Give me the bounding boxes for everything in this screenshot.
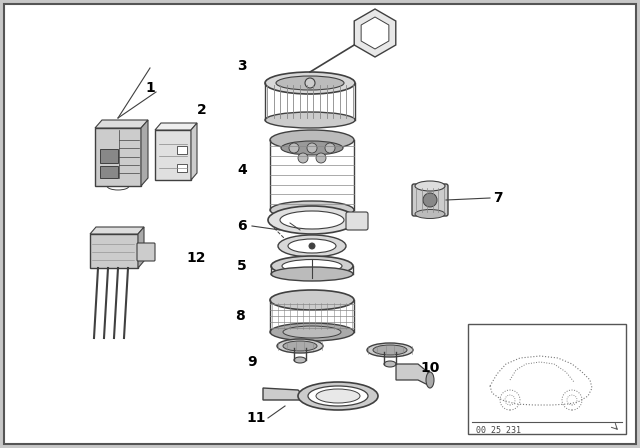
Ellipse shape [270,130,354,150]
Ellipse shape [271,256,353,276]
Ellipse shape [281,141,343,155]
Bar [468,324,626,434]
Text: 9: 9 [247,355,257,369]
Bar [177,164,187,172]
Ellipse shape [308,386,368,406]
Polygon shape [90,227,144,234]
Bar [100,149,118,163]
Ellipse shape [265,72,355,94]
Ellipse shape [426,372,434,388]
Ellipse shape [270,323,354,341]
Ellipse shape [270,201,354,219]
Ellipse shape [278,235,346,257]
FancyBboxPatch shape [412,184,448,216]
Ellipse shape [282,259,342,272]
Text: 8: 8 [235,309,245,323]
Ellipse shape [268,206,356,234]
Ellipse shape [288,239,336,253]
Ellipse shape [415,210,445,219]
Text: 11: 11 [246,411,266,425]
Circle shape [316,153,326,163]
Circle shape [307,143,317,153]
Polygon shape [138,227,144,268]
Text: 10: 10 [420,361,440,375]
Polygon shape [95,120,148,128]
Polygon shape [396,364,430,386]
Text: 12: 12 [186,251,205,265]
Text: 1: 1 [145,81,155,95]
Circle shape [309,243,315,249]
Circle shape [325,143,335,153]
Bar [177,146,187,154]
Polygon shape [354,9,396,57]
Ellipse shape [298,382,378,410]
Polygon shape [263,388,308,400]
Ellipse shape [271,267,353,281]
Ellipse shape [277,339,323,353]
Ellipse shape [280,211,344,229]
Circle shape [298,153,308,163]
Ellipse shape [283,341,317,351]
Ellipse shape [373,345,407,355]
Text: 2: 2 [197,103,207,117]
Bar [100,166,118,178]
Ellipse shape [294,357,306,363]
Circle shape [289,143,299,153]
FancyBboxPatch shape [90,234,138,268]
Ellipse shape [367,343,413,357]
Ellipse shape [384,361,396,367]
Text: 00 25 231: 00 25 231 [476,426,521,435]
FancyBboxPatch shape [95,128,141,186]
Ellipse shape [316,389,360,403]
FancyBboxPatch shape [155,130,191,180]
Ellipse shape [415,181,445,191]
Circle shape [305,78,315,88]
Text: 6: 6 [237,219,247,233]
Circle shape [423,193,437,207]
Ellipse shape [265,112,355,128]
Polygon shape [361,17,389,49]
Ellipse shape [276,76,344,90]
FancyBboxPatch shape [346,212,368,230]
Text: 5: 5 [237,259,247,273]
Polygon shape [191,123,197,180]
Text: 7: 7 [493,191,503,205]
FancyBboxPatch shape [137,243,155,261]
Ellipse shape [283,326,341,338]
Polygon shape [141,120,148,186]
Text: 3: 3 [237,59,247,73]
Text: 4: 4 [237,163,247,177]
Polygon shape [155,123,197,130]
Ellipse shape [270,290,354,310]
